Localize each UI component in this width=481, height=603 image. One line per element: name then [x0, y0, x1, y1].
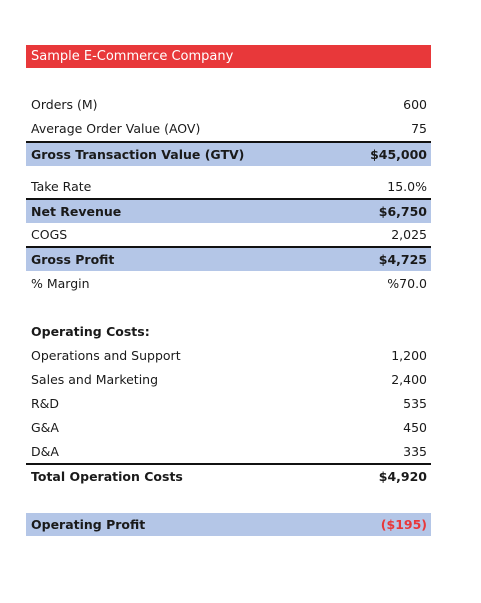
row-label: D&A — [31, 444, 59, 459]
table-row: Operating Profit ($195) — [26, 513, 431, 536]
table-row: R&D 535 — [26, 392, 431, 415]
row-label: % Margin — [31, 276, 90, 291]
table-row: Average Order Value (AOV) 75 — [26, 117, 431, 140]
row-value: 600 — [403, 97, 427, 112]
table-row: COGS 2,025 — [26, 223, 431, 246]
row-value: 2,400 — [391, 372, 427, 387]
row-label: Gross Transaction Value (GTV) — [31, 147, 245, 162]
table-row: Orders (M) 600 — [26, 93, 431, 116]
table-row: G&A 450 — [26, 416, 431, 439]
row-value: ($195) — [380, 517, 427, 532]
row-label: Operations and Support — [31, 348, 181, 363]
row-value: $4,725 — [378, 252, 427, 267]
table-row: % Margin %70.0 — [26, 272, 431, 295]
table-row: Gross Profit $4,725 — [26, 246, 431, 271]
row-label: Total Operation Costs — [31, 469, 183, 484]
row-label: Operating Profit — [31, 517, 146, 532]
table-row: Total Operation Costs $4,920 — [26, 463, 431, 488]
row-label: Take Rate — [31, 179, 92, 194]
row-label: Orders (M) — [31, 97, 98, 112]
table-row: Gross Transaction Value (GTV) $45,000 — [26, 141, 431, 166]
row-value: $6,750 — [378, 204, 427, 219]
title: Sample E-Commerce Company — [31, 49, 234, 64]
row-value: 335 — [403, 444, 427, 459]
row-label: Sales and Marketing — [31, 372, 159, 387]
table-row: Sales and Marketing 2,400 — [26, 368, 431, 391]
row-label: COGS — [31, 227, 68, 242]
row-label: Operating Costs: — [31, 324, 150, 339]
title-bar: Sample E-Commerce Company — [26, 45, 431, 68]
row-label: Net Revenue — [31, 204, 122, 219]
row-value: $4,920 — [378, 469, 427, 484]
row-label: G&A — [31, 420, 59, 435]
row-value: %70.0 — [387, 276, 427, 291]
row-value: 535 — [403, 396, 427, 411]
table-row: Operations and Support 1,200 — [26, 344, 431, 367]
row-label: Average Order Value (AOV) — [31, 121, 201, 136]
table-row: Net Revenue $6,750 — [26, 198, 431, 223]
row-value: 450 — [403, 420, 427, 435]
row-value: 15.0% — [387, 179, 427, 194]
row-value: $45,000 — [370, 147, 427, 162]
row-value: 1,200 — [391, 348, 427, 363]
table-row: D&A 335 — [26, 440, 431, 463]
row-value: 2,025 — [391, 227, 427, 242]
table-row: Take Rate 15.0% — [26, 175, 431, 198]
table-row: Operating Costs: — [26, 320, 431, 343]
row-value: 75 — [411, 121, 427, 136]
row-label: R&D — [31, 396, 60, 411]
row-label: Gross Profit — [31, 252, 115, 267]
